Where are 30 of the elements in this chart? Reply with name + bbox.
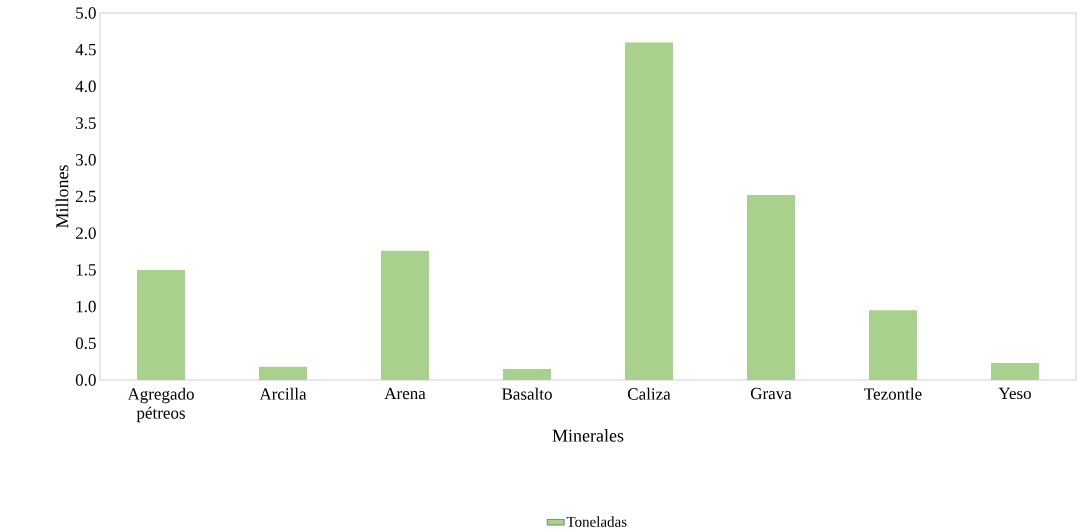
y-tick-label: 2.5: [75, 190, 96, 203]
y-tick-label: 2.0: [75, 227, 96, 239]
bar: [625, 42, 673, 380]
y-tick-label: 3.5: [76, 117, 96, 129]
bar: [503, 368, 551, 380]
x-tick-label: Caliza: [627, 387, 671, 400]
bar: [259, 366, 308, 380]
x-tick-label: Yeso: [998, 387, 1031, 399]
x-tick-label: Agregado pétreos: [127, 387, 194, 423]
bar: [869, 310, 917, 380]
y-tick-label: 4.0: [75, 80, 96, 93]
bar: [137, 269, 186, 380]
y-tick-label: 1.0: [76, 300, 96, 313]
x-tick-label: Arcilla: [259, 387, 307, 400]
y-tick-label: 0.0: [75, 374, 96, 386]
x-tick-label: Tezontle: [864, 387, 922, 400]
y-axis-title: Millones: [55, 165, 69, 228]
y-tick-label: 0.5: [75, 337, 96, 349]
bar: [991, 363, 1039, 380]
x-tick-label: Arena: [384, 387, 426, 400]
y-tick-label: 5.0: [76, 7, 96, 19]
x-tick-label: Grava: [750, 387, 792, 400]
bar: [381, 250, 429, 380]
legend-label: Toneladas: [566, 516, 627, 527]
x-tick-label: Basalto: [501, 387, 552, 400]
x-axis-title: Minerales: [552, 428, 624, 442]
bar: [747, 194, 795, 380]
y-tick-label: 4.5: [75, 43, 96, 56]
y-tick-label: 3.0: [76, 153, 96, 166]
y-tick-label: 1.5: [76, 264, 96, 276]
